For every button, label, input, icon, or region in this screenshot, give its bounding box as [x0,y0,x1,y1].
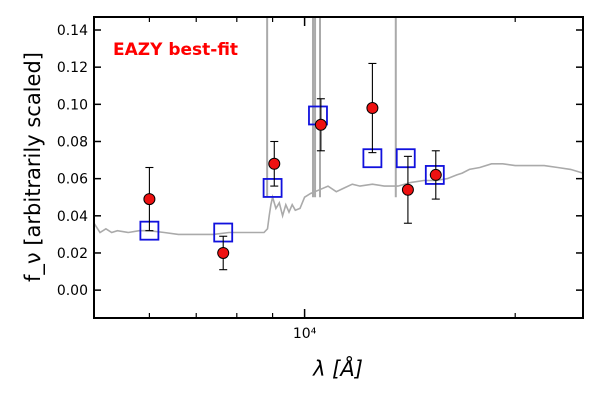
x-axis-label: λ [Å] [312,355,363,381]
y-tick-label: 0.14 [57,23,88,39]
y-axis-label: f_ν [arbitrarily scaled] [21,52,46,282]
plot-frame [93,16,584,319]
observed-point [366,102,379,115]
model-point [395,148,416,169]
annotation-text: EAZY best-fit [113,40,238,60]
y-tick-label: 0.10 [57,97,88,113]
observed-point [401,183,414,196]
y-tick-label: 0.12 [57,60,88,76]
model-point [262,178,283,198]
tick-layer: 0.00 0.02 0.04 0.06 0.08 0.10 0.12 0.14 10⁴ [57,17,583,342]
points-layer [139,62,445,271]
y-tick-label: 0.04 [57,209,88,225]
y-tick-label: 0.02 [57,246,88,262]
observed-point [314,118,327,131]
y-tick-label: 0.00 [57,283,88,299]
y-tick-label: 0.08 [57,134,88,150]
observed-point [268,157,281,170]
x-tick-label: 10⁴ [293,326,317,342]
observed-point [217,246,230,259]
spectrum-line [93,163,584,236]
model-point [424,165,445,185]
observed-point [429,168,442,181]
observed-point [143,193,156,206]
y-tick-label: 0.06 [57,172,88,188]
